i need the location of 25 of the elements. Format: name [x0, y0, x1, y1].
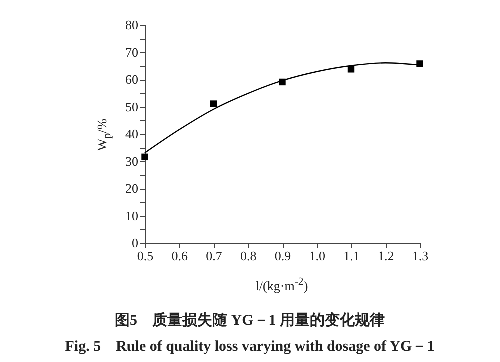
point [348, 66, 355, 73]
x-tick-label: 1.2 [378, 248, 394, 264]
y-tick-label: 30 [126, 154, 138, 169]
x-tick-label: 1.0 [309, 248, 326, 264]
x-axis-title: l/(kg·m$^{-2}$) [256, 276, 308, 294]
y-tick-label: 20 [126, 181, 138, 196]
x-tick-label: 0.9 [274, 248, 292, 264]
point [210, 100, 218, 108]
x-tick-label: 1.3 [412, 248, 429, 264]
x-tick-label: 0.7 [206, 248, 223, 264]
y-tick-label: 10 [126, 208, 138, 224]
x-tick-label: 0.6 [172, 248, 188, 264]
y-tick-label: 70 [126, 44, 138, 60]
caption: 图5 质量损失随 YG－1 用量的变化规律 [114, 311, 386, 330]
x-tick-label: 0.8 [240, 248, 257, 264]
x-tick-label: 0.5 [137, 248, 154, 264]
y-tick-label: 60 [126, 72, 138, 87]
y-tick-label: 80 [126, 18, 138, 32]
y-tick-label: 50 [126, 99, 138, 114]
caption: Fig. 5 Rule of quality loss varying with dosage of YG－1 [64, 338, 436, 356]
y-tick-label: 40 [126, 126, 138, 142]
point [142, 154, 148, 161]
point [416, 60, 424, 68]
y-tick-label: 0 [132, 236, 138, 250]
x-tick-label: 1.1 [344, 248, 360, 264]
